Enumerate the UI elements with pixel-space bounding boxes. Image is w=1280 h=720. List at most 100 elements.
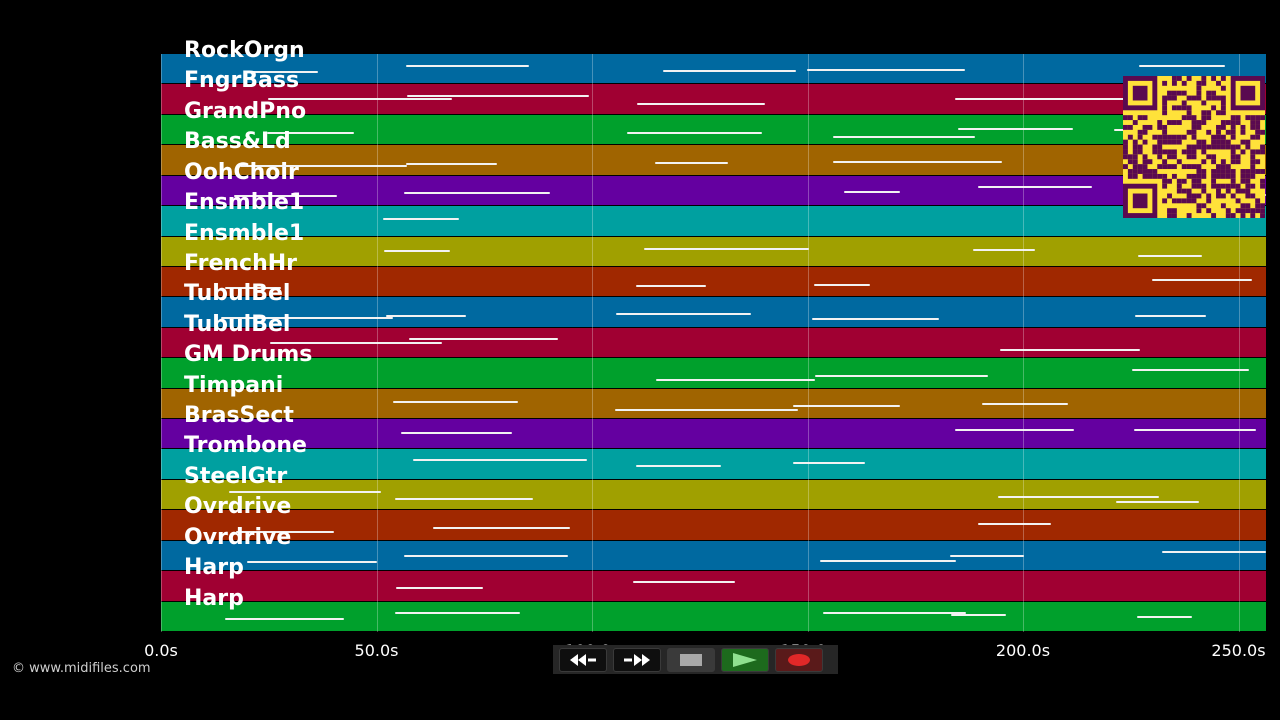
note-stroke [384, 249, 451, 252]
note-stroke [792, 405, 900, 408]
note-stroke [655, 162, 728, 165]
note-stroke [977, 523, 1051, 526]
note-stroke [1134, 314, 1206, 317]
note-stroke [1000, 348, 1140, 351]
note-stroke [833, 161, 1003, 164]
track-lane [161, 145, 1266, 175]
track-lane [161, 479, 1266, 510]
note-stroke [383, 218, 460, 221]
note-stroke [792, 461, 865, 464]
note-stroke [394, 497, 534, 500]
rewind-button[interactable] [559, 647, 607, 672]
note-stroke [633, 580, 735, 583]
time-gridline [592, 54, 593, 632]
note-stroke [627, 131, 763, 134]
note-stroke [234, 195, 337, 198]
note-stroke [406, 65, 529, 68]
note-stroke [843, 190, 900, 193]
track-lane [161, 571, 1266, 601]
note-stroke [406, 95, 589, 98]
note-stroke [235, 531, 334, 534]
track-label: BrasSect [184, 403, 294, 429]
track-lane [161, 54, 1266, 84]
note-stroke [269, 342, 443, 345]
note-stroke [1133, 428, 1257, 431]
note-stroke [954, 97, 1141, 100]
fast-forward-button[interactable] [613, 647, 661, 672]
note-stroke [977, 186, 1092, 189]
note-stroke [1136, 615, 1193, 618]
note-stroke [815, 375, 988, 378]
record-button[interactable] [775, 647, 823, 672]
play-icon [733, 652, 757, 667]
note-stroke [972, 249, 1035, 252]
note-stroke [401, 432, 512, 435]
track-label: Ensmble1 [184, 220, 305, 246]
time-tick-label: 250.0s [1211, 641, 1266, 660]
note-stroke [813, 283, 871, 286]
fast-forward-icon [624, 653, 650, 666]
record-icon [788, 653, 810, 666]
stop-icon [680, 653, 702, 666]
track-lane [161, 388, 1266, 419]
note-stroke [643, 248, 810, 251]
note-stroke [1138, 255, 1202, 258]
transport-controls [553, 645, 838, 674]
note-stroke [246, 561, 378, 564]
track-lane [161, 297, 1266, 327]
track-lane [161, 266, 1266, 297]
time-gridline [1238, 54, 1240, 632]
note-stroke [403, 555, 569, 558]
note-stroke [240, 164, 407, 167]
track-lane [161, 327, 1266, 358]
time-gridline [376, 54, 378, 632]
note-stroke [409, 337, 558, 340]
track-label: FrenchHr [184, 250, 298, 276]
track-label: Timpani [184, 372, 284, 398]
note-stroke [412, 458, 588, 461]
note-stroke [957, 127, 1073, 130]
note-stroke [636, 284, 707, 287]
note-stroke [395, 586, 484, 589]
track-lane [161, 419, 1266, 449]
track-label: Bass&Ld [184, 129, 291, 155]
note-stroke [393, 401, 519, 404]
track-label: TubulBel [184, 311, 291, 337]
note-stroke [229, 490, 382, 493]
track-lane [161, 84, 1266, 114]
note-stroke [655, 379, 815, 382]
track-label: Harp [184, 555, 244, 581]
track-label: Harp [184, 585, 244, 611]
track-label: Trombone [184, 433, 307, 459]
play-button[interactable] [721, 647, 769, 672]
note-stroke [247, 71, 318, 74]
time-tick-label: 50.0s [354, 641, 399, 660]
note-stroke [225, 287, 281, 290]
note-stroke [267, 132, 355, 135]
note-stroke [432, 526, 571, 529]
track-lane [161, 114, 1266, 145]
copyright-text: © www.midifiles.com [12, 661, 151, 676]
note-stroke [806, 69, 966, 72]
note-stroke [268, 97, 452, 100]
track-label: GrandPno [184, 98, 307, 124]
note-stroke [981, 402, 1068, 405]
note-stroke [1138, 65, 1226, 68]
note-stroke [403, 191, 550, 194]
track-lane [161, 358, 1266, 388]
track-lane [161, 236, 1266, 266]
note-stroke [1116, 500, 1200, 503]
track-label: TubulBel [184, 281, 291, 307]
stop-button[interactable] [667, 647, 715, 672]
note-stroke [823, 611, 967, 614]
note-stroke [406, 163, 497, 166]
track-label: Ovrdrive [184, 524, 292, 550]
note-stroke [220, 317, 393, 320]
note-stroke [385, 314, 466, 317]
track-lane [161, 540, 1266, 571]
track-label: SteelGtr [184, 463, 288, 489]
note-stroke [950, 555, 1025, 558]
note-stroke [395, 611, 520, 614]
note-stroke [832, 135, 975, 138]
track-lane [161, 601, 1266, 631]
